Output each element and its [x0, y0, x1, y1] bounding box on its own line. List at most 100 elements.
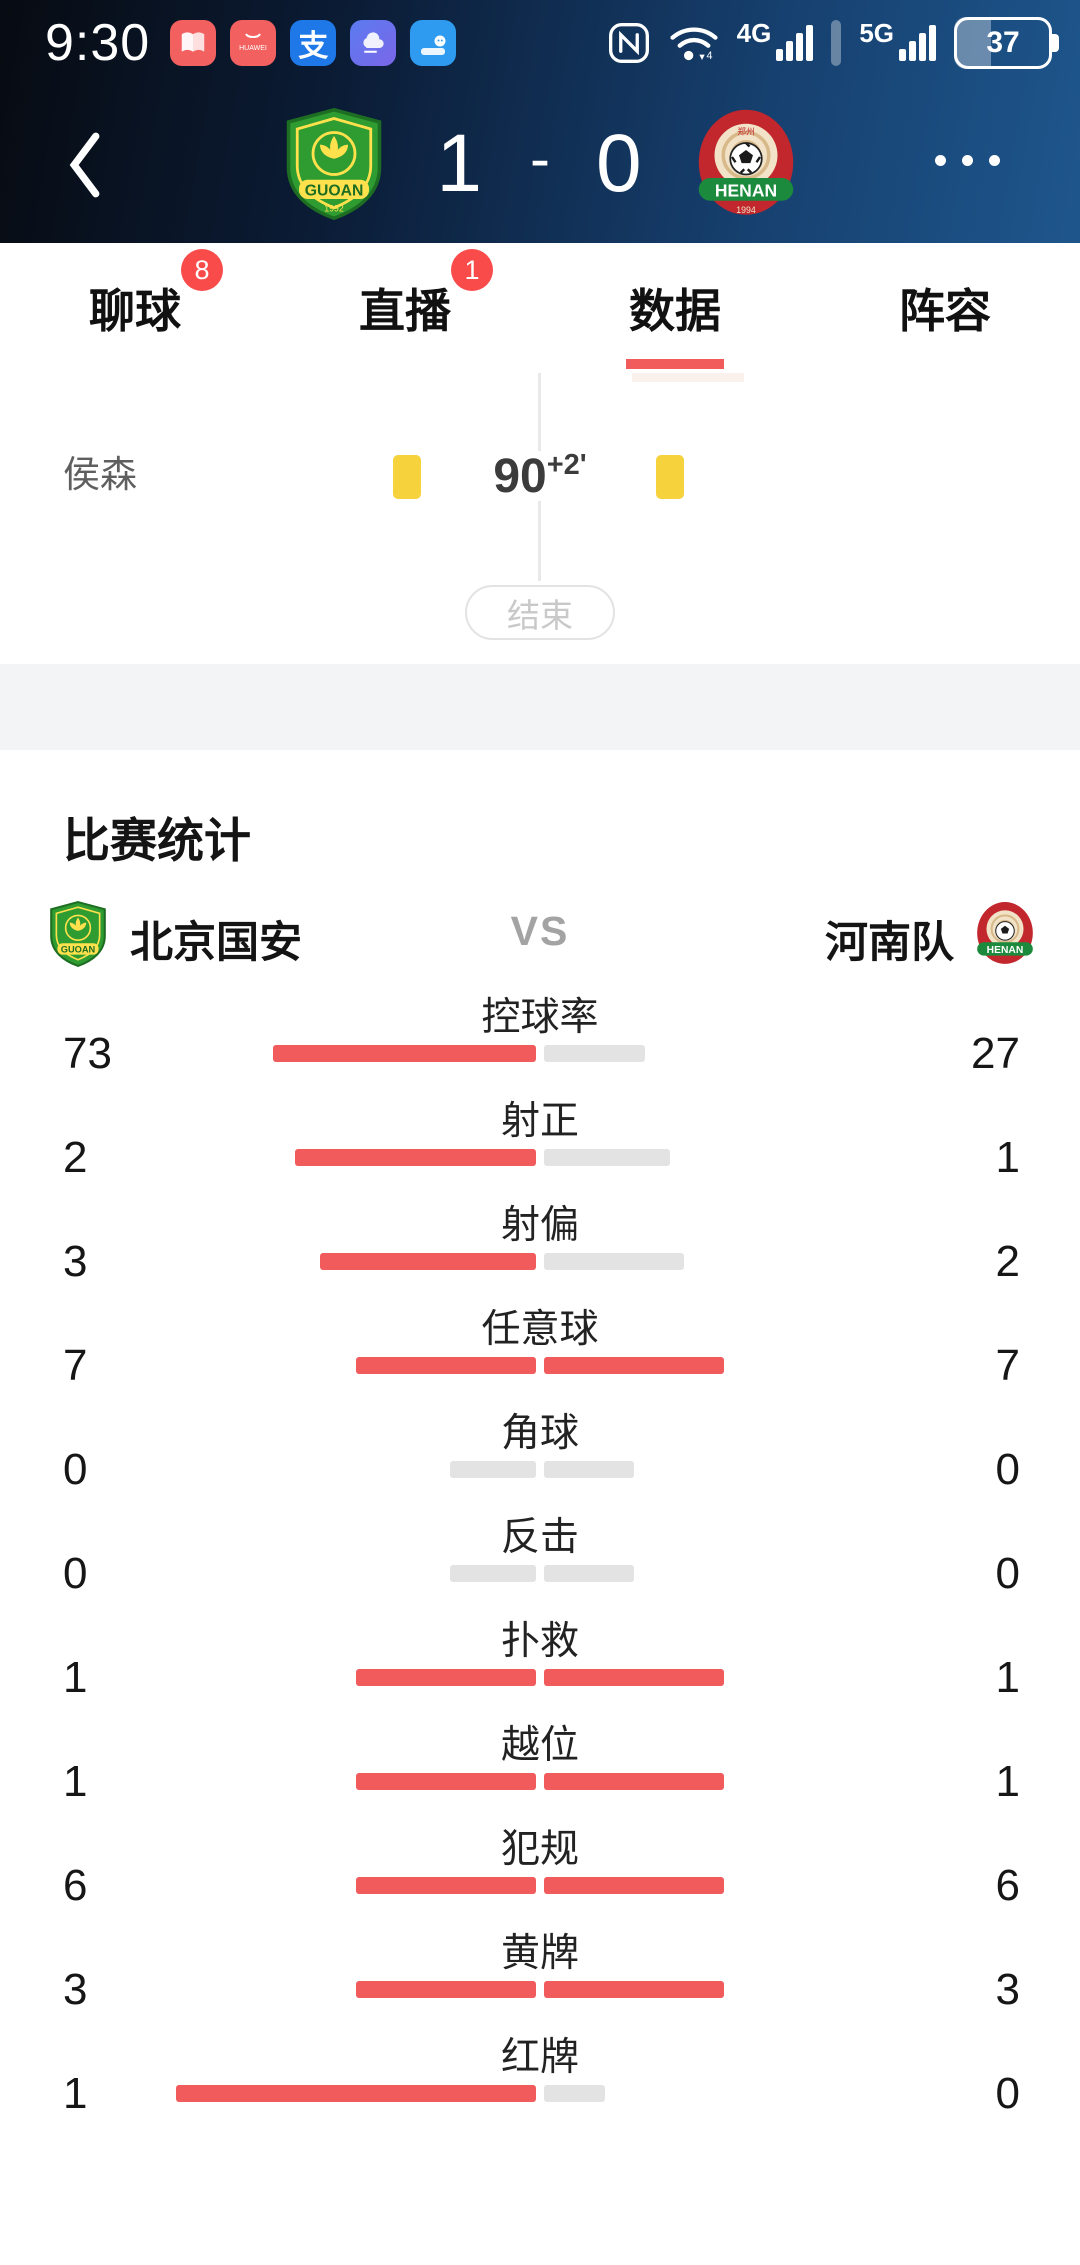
stat-away-value: 6 — [995, 1861, 1020, 1910]
stat-home-bar — [356, 1981, 536, 1998]
tab-lineup[interactable]: 阵容 — [899, 285, 991, 337]
stat-away-value: 7 — [995, 1341, 1020, 1390]
stat-away-value: 1 — [995, 1757, 1020, 1806]
messenger-app-icon — [410, 19, 457, 66]
svg-text:郑州: 郑州 — [737, 125, 755, 136]
clipped-event-remnant — [632, 373, 744, 382]
clock: 9:30 — [45, 13, 151, 72]
stat-home-value: 1 — [63, 2069, 88, 2118]
event-player-name: 侯森 — [63, 454, 137, 495]
tab-stats[interactable]: 数据 — [629, 285, 721, 337]
notification-icons: HUAWEI 支 — [170, 19, 457, 66]
stat-away-bar — [544, 1045, 645, 1062]
status-indicators: 4 4G 5G 37 — [607, 0, 1059, 85]
stat-home-bar — [273, 1045, 536, 1062]
stat-away-bar — [544, 1981, 724, 1998]
stat-home-bar — [449, 1565, 536, 1582]
svg-text:HENAN: HENAN — [987, 945, 1024, 956]
stat-home-value: 73 — [63, 1029, 112, 1078]
stat-home-value: 0 — [63, 1549, 88, 1598]
stat-home-bar — [176, 2085, 536, 2102]
live-badge: 1 — [451, 249, 493, 291]
vs-label: VS — [510, 908, 570, 954]
more-menu-button[interactable] — [935, 155, 1000, 166]
svg-text:HENAN: HENAN — [714, 180, 776, 200]
stat-home-value: 0 — [63, 1445, 88, 1494]
stat-label: 越位 — [500, 1724, 579, 1767]
chat-badge: 8 — [181, 249, 223, 291]
stat-home-value: 3 — [63, 1965, 88, 2014]
stat-row: 射偏 3 2 — [0, 1192, 1080, 1296]
stat-away-bar — [544, 1149, 670, 1166]
reading-app-icon — [170, 19, 217, 66]
stat-home-bar — [294, 1149, 536, 1166]
stat-away-value: 0 — [995, 2069, 1020, 2118]
stat-home-value: 1 — [63, 1653, 88, 1702]
stat-home-bar — [320, 1253, 536, 1270]
stats-title: 比赛统计 — [63, 814, 251, 867]
stat-home-bar — [356, 1773, 536, 1790]
stat-row: 反击 0 0 — [0, 1504, 1080, 1608]
sim1-signal-icon: 4G — [737, 18, 814, 61]
alipay-icon: 支 — [290, 19, 337, 66]
stat-row: 射正 2 1 — [0, 1088, 1080, 1192]
match-header: GUOAN 1992 1 - 0 郑州 HENAN 1994 — [0, 85, 1080, 243]
match-status-pill: 结束 — [465, 585, 615, 640]
home-score: 1 — [436, 118, 484, 209]
stat-row: 红牌 1 0 — [0, 2024, 1080, 2128]
match-hero: 9:30 HUAWEI 支 4 4G — [0, 0, 1080, 243]
stat-away-bar — [544, 1253, 685, 1270]
timeline-line — [538, 373, 541, 451]
tab-live[interactable]: 直播 1 — [270, 243, 540, 373]
weather-app-icon — [350, 19, 397, 66]
tab-bar: 聊球 8 直播 1 数据 阵容 — [0, 243, 1080, 374]
stat-away-value: 2 — [995, 1237, 1020, 1286]
stat-row: 犯规 6 6 — [0, 1816, 1080, 1920]
stat-home-value: 3 — [63, 1237, 88, 1286]
stat-away-bar — [544, 1461, 634, 1478]
stat-label: 射偏 — [500, 1204, 579, 1247]
stat-home-bar — [356, 1669, 536, 1686]
sim2-signal-icon: 5G — [859, 18, 936, 61]
svg-text:4: 4 — [706, 50, 712, 62]
huawei-appgallery-icon: HUAWEI — [230, 19, 277, 66]
stat-label: 犯规 — [500, 1828, 579, 1871]
away-team-logo: 郑州 HENAN 1994 — [698, 109, 793, 215]
match-stats-section: 比赛统计 GUOAN 北京国安 VS 河南队 — [0, 750, 1080, 2265]
yellow-card-icon — [393, 455, 421, 499]
svg-text:HUAWEI: HUAWEI — [239, 45, 267, 52]
stat-row: 黄牌 3 3 — [0, 1920, 1080, 2024]
stat-away-value: 1 — [995, 1133, 1020, 1182]
stat-home-value: 2 — [63, 1133, 88, 1182]
scoreboard: GUOAN 1992 1 - 0 郑州 HENAN 1994 — [0, 85, 1080, 243]
stat-away-value: 3 — [995, 1965, 1020, 2014]
stat-row: 角球 0 0 — [0, 1400, 1080, 1504]
stat-away-value: 0 — [995, 1549, 1020, 1598]
stat-home-value: 1 — [63, 1757, 88, 1806]
stat-away-bar — [544, 1357, 724, 1374]
stat-row: 扑救 1 1 — [0, 1608, 1080, 1712]
status-bar: 9:30 HUAWEI 支 4 4G — [0, 0, 1080, 85]
nfc-icon — [608, 22, 649, 63]
tab-chat[interactable]: 聊球 8 — [0, 243, 270, 373]
stat-label: 扑救 — [500, 1620, 579, 1663]
home-team-name: 北京国安 — [130, 919, 302, 967]
back-button[interactable] — [55, 125, 115, 205]
svg-text:GUOAN: GUOAN — [305, 183, 364, 200]
active-tab-underline — [626, 359, 724, 369]
home-team-logo-small: GUOAN — [50, 900, 106, 968]
stat-row: 任意球 7 7 — [0, 1296, 1080, 1400]
signal-divider — [831, 19, 842, 66]
away-team-name: 河南队 — [825, 919, 954, 967]
stat-label: 黄牌 — [500, 1932, 579, 1975]
stat-home-bar — [449, 1461, 536, 1478]
match-timeline: 侯森 90+2' 结束 — [0, 373, 1080, 664]
yellow-card-icon — [656, 455, 684, 499]
svg-text:1994: 1994 — [736, 205, 756, 215]
timeline-line — [538, 501, 541, 581]
stat-home-value: 7 — [63, 1341, 88, 1390]
stat-row: 控球率 73 27 — [0, 984, 1080, 1088]
stat-label: 反击 — [500, 1516, 579, 1559]
stat-label: 射正 — [500, 1100, 579, 1143]
